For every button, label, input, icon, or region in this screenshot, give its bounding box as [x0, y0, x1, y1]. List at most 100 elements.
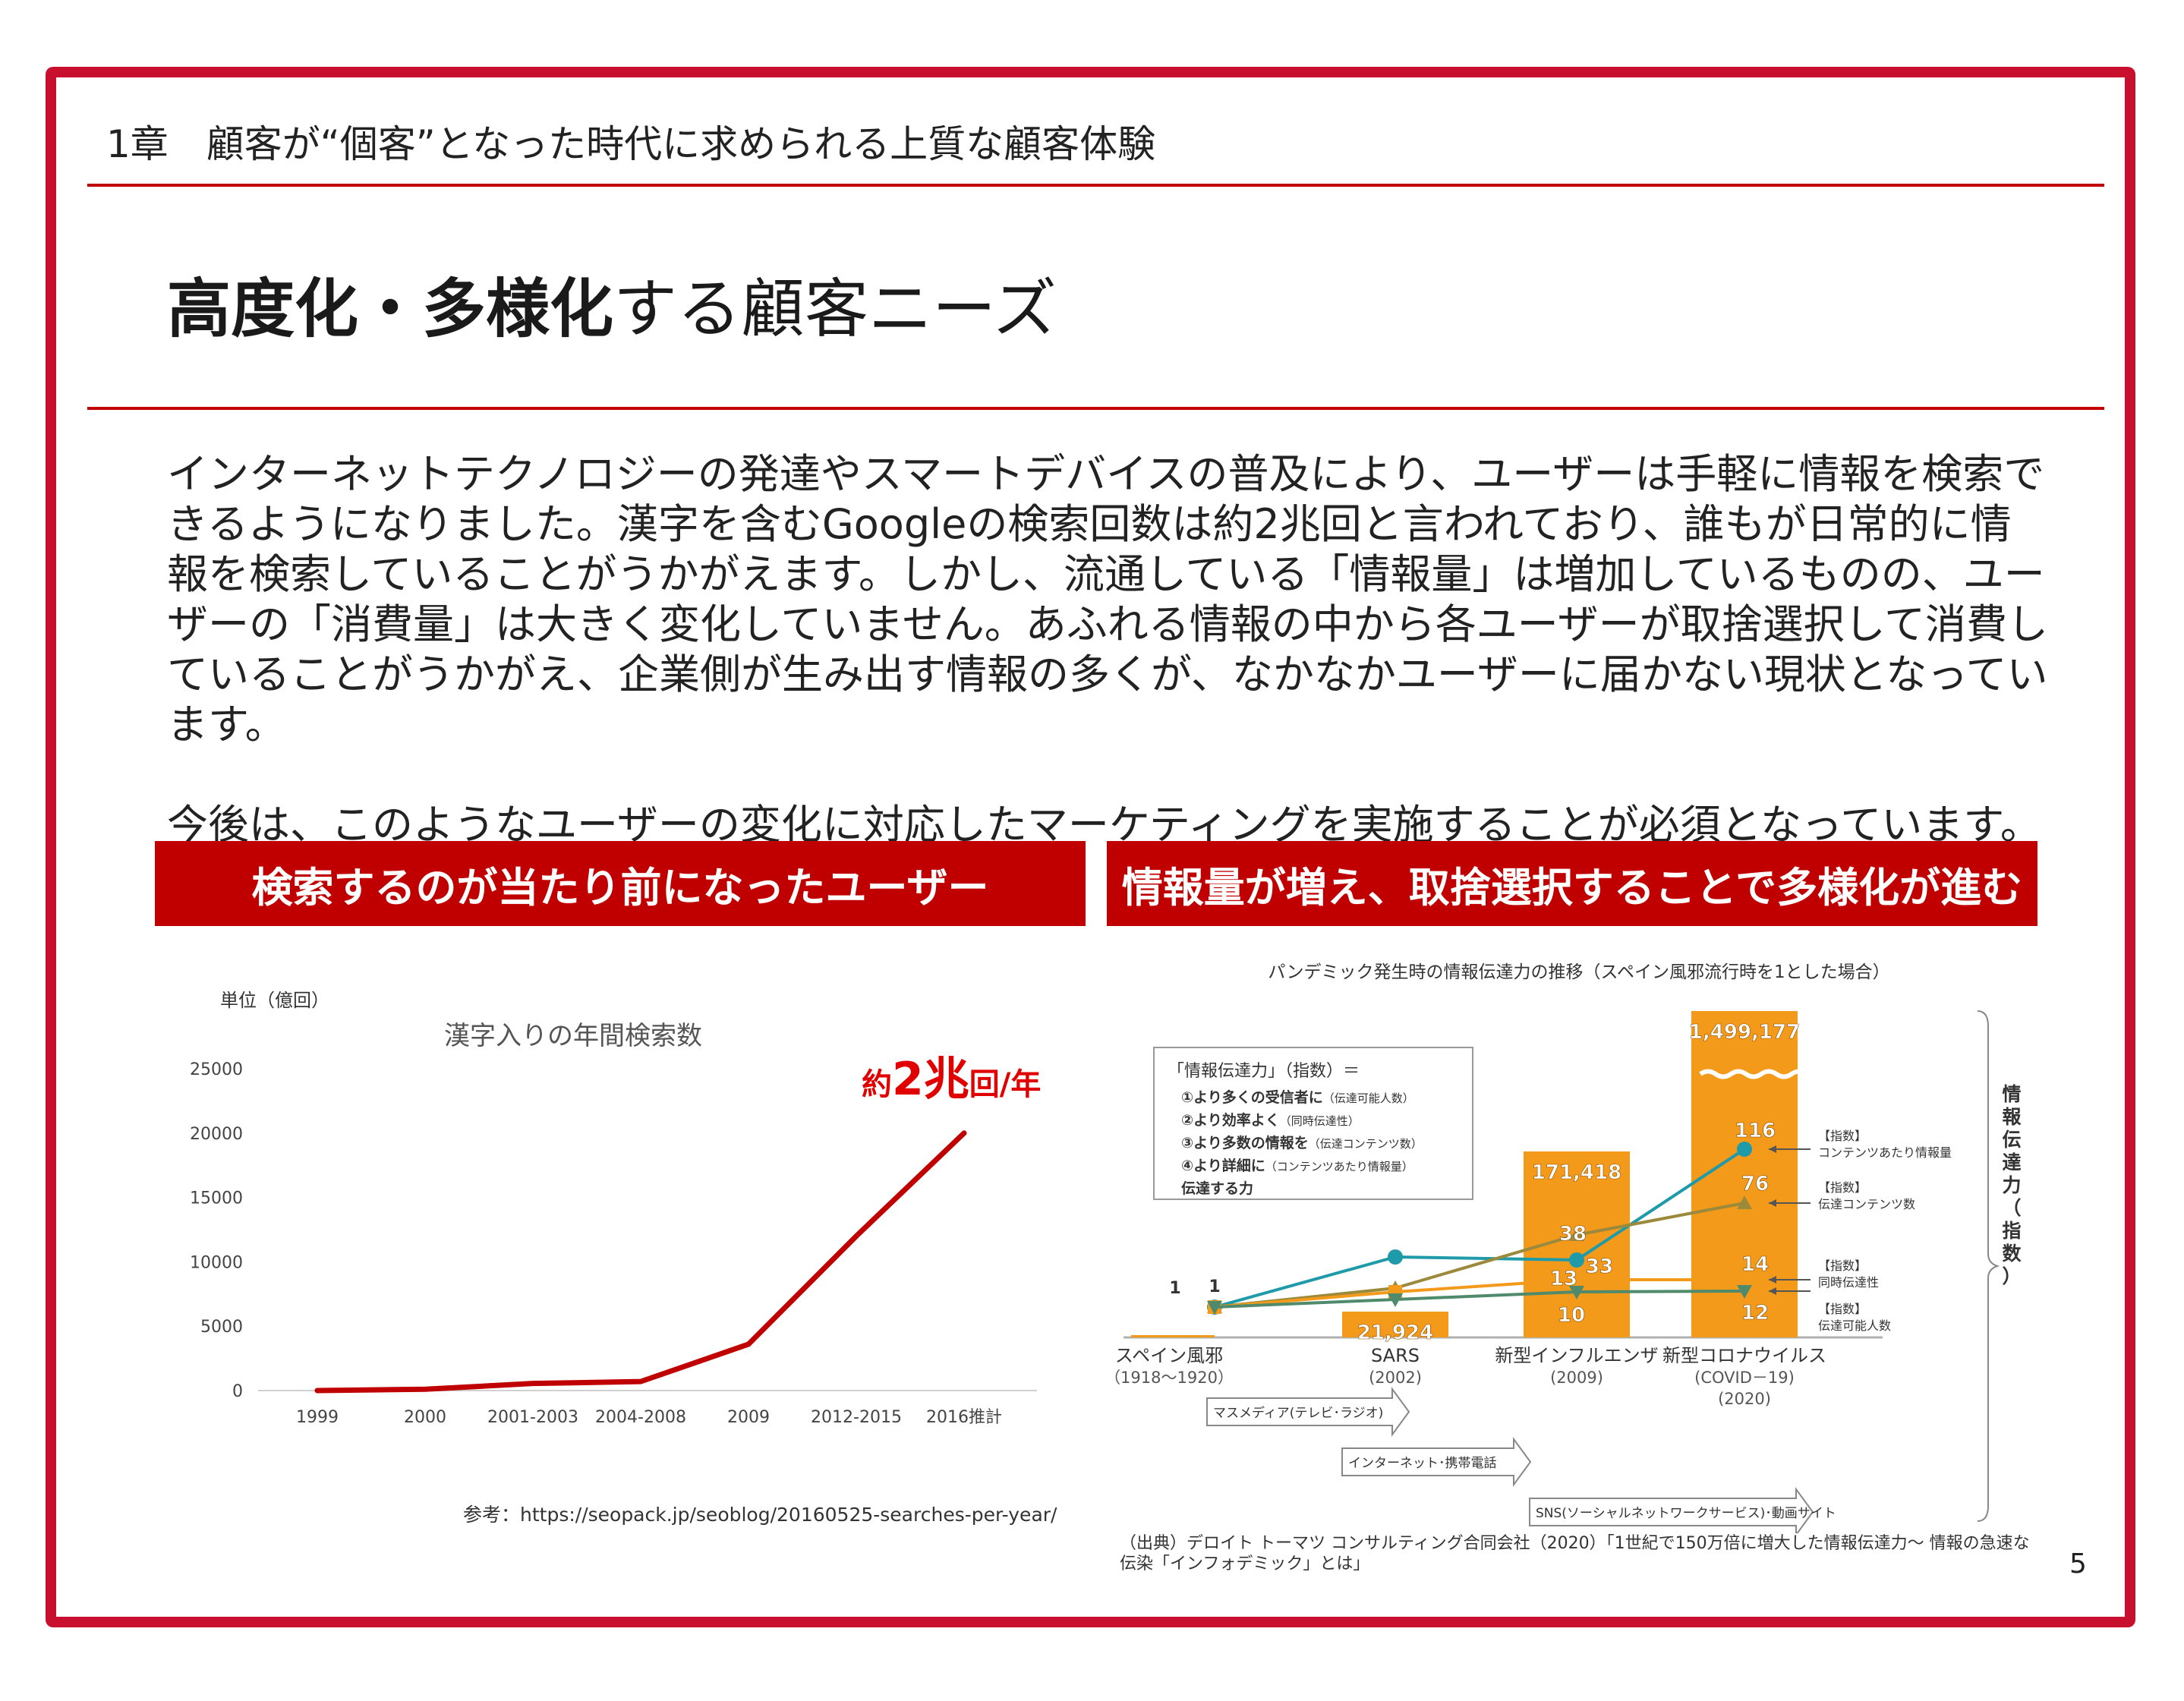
title-rest: する顧客ニーズ: [613, 272, 1057, 346]
category-period: (2002): [1369, 1369, 1422, 1387]
series-value-label: 14: [1741, 1253, 1769, 1276]
series-label-tag: 【指数】: [1818, 1180, 1867, 1195]
vertical-axis-char: 伝: [2002, 1129, 2021, 1151]
bar-value-label: 1,499,177: [1689, 1021, 1800, 1044]
definition-line: ①より多くの受信者に（伝達可能人数）: [1181, 1088, 1414, 1106]
banner-right: 情報量が増え、取捨選択することで多様化が進む: [1107, 841, 2037, 926]
definition-line: ③より多数の情報を（伝達コンテンツ数）: [1181, 1134, 1423, 1151]
vertical-axis-char: （: [2002, 1197, 2021, 1219]
header-divider: [87, 184, 2104, 187]
slide-frame: [46, 67, 2135, 1627]
x-tick-label: 2000: [404, 1408, 446, 1427]
title-bold: 高度化・多様化: [167, 272, 614, 346]
vertical-axis-char: ）: [2002, 1265, 2021, 1287]
info-power-chart: パンデミック発生時の情報伝達力の推移（スペイン風邪流行時を1とした場合） 121…: [1108, 962, 2022, 1533]
definition-title: 「情報伝達力」（指数）＝: [1168, 1062, 1360, 1081]
vertical-axis-char: 報: [2002, 1106, 2022, 1128]
era-arrow: [1206, 1386, 1410, 1438]
category-label: 新型インフルエンザ: [1495, 1345, 1658, 1366]
pointer-arrowhead: [1769, 1276, 1776, 1284]
series-label-name: 伝達コンテンツ数: [1818, 1197, 1915, 1211]
series-label-name: 伝達可能人数: [1818, 1318, 1891, 1333]
vertical-axis-char: 力: [2002, 1174, 2021, 1196]
era-arrow: [1341, 1436, 1532, 1488]
category-period: (COVID－19): [1694, 1369, 1795, 1387]
category-period: (2020): [1718, 1390, 1771, 1408]
series-line: [1214, 1148, 1746, 1309]
series-label-tag: 【指数】: [1818, 1129, 1867, 1143]
series-line: [1214, 1202, 1745, 1309]
x-tick-label: 2009: [727, 1408, 770, 1427]
series-label-tag: 【指数】: [1818, 1302, 1867, 1316]
category-period: (2009): [1550, 1369, 1603, 1387]
series-value-label: 33: [1586, 1255, 1613, 1278]
era-arrow: [1529, 1486, 1814, 1533]
category-label: SARS: [1371, 1345, 1420, 1366]
era-arrow-label: マスメディア(テレビ･ラジオ): [1213, 1405, 1383, 1421]
series-point: [1737, 1142, 1752, 1157]
chapter-heading: 1章 顧客が“個客”となった時代に求められる上質な顧客体験: [106, 122, 1156, 166]
series-line: [1214, 1290, 1745, 1309]
series-point: [1570, 1273, 1584, 1287]
series-value-label: 10: [1558, 1304, 1585, 1327]
title-divider: [87, 407, 2104, 410]
series-point: [1388, 1293, 1403, 1307]
chart-title: パンデミック発生時の情報伝達力の推移（スペイン風邪流行時を1とした場合）: [1268, 962, 1889, 982]
series-label-tag: 【指数】: [1818, 1258, 1867, 1273]
bar: [1342, 1312, 1448, 1337]
unit-label: 単位（億回）: [220, 990, 329, 1011]
pointer-arrowhead: [1769, 1199, 1776, 1207]
definition-line: ④より詳細に（コンテンツあたり情報量）: [1181, 1157, 1413, 1174]
series-label-name: コンテンツあたり情報量: [1818, 1145, 1952, 1160]
search-volume-chart: 単位（億回） 漢字入りの年間検索数 2500020000150001000050…: [190, 990, 1041, 1427]
source-note: （出典）デロイト トーマツ コンサルティング合同会社（2020）「1世紀で150…: [1120, 1534, 2030, 1573]
series-label-name: 同時伝達性: [1818, 1275, 1879, 1290]
category-period: （1918～1920）: [1108, 1369, 1234, 1387]
x-tick-label: 2012-2015: [811, 1408, 902, 1427]
category-label: 新型コロナウイルス: [1662, 1345, 1826, 1366]
pointer-arrowhead: [1769, 1287, 1776, 1295]
vertical-axis-char: 数: [2002, 1243, 2022, 1265]
x-tick-label: 2001-2003: [487, 1408, 578, 1427]
series-point: [1737, 1285, 1752, 1299]
y-tick-label: 25000: [190, 1060, 243, 1079]
series-value-label: 76: [1741, 1173, 1769, 1195]
series-point: [1388, 1249, 1403, 1265]
bar-value-label: 21,924: [1357, 1321, 1433, 1344]
x-tick-label: 2016推計: [926, 1408, 1002, 1427]
y-tick-label: 10000: [190, 1253, 243, 1272]
page-number: 5: [2069, 1548, 2087, 1580]
paragraph-2: 今後は、このようなユーザーの変化に対応したマーケティングを実施することが必須とな…: [167, 801, 2041, 849]
pointer-arrowhead: [1769, 1145, 1776, 1153]
series-line: [314, 1130, 967, 1394]
y-tick-label: 20000: [190, 1125, 243, 1144]
body-text: インターネットテクノロジーの発達やスマートデバイスの普及により、ユーザーは手軽に…: [167, 449, 2050, 850]
right-brace: [1977, 1010, 2000, 1522]
series-value-label: 12: [1741, 1302, 1769, 1325]
series-point: [1738, 1273, 1751, 1287]
origin-label: 1: [1209, 1277, 1220, 1296]
era-arrow-label: インターネット･携帯電話: [1348, 1456, 1497, 1471]
callout-2-trillion: 約2兆回/年: [862, 1053, 1041, 1106]
series-point: [1569, 1252, 1584, 1268]
page-title: 高度化・多様化する顧客ニーズ: [167, 258, 1057, 350]
axis-break: [1699, 1069, 1808, 1079]
definition-line: ②より効率よく（同時伝達性）: [1181, 1111, 1360, 1129]
banner-left: 検索するのが当たり前になったユーザー: [155, 841, 1086, 926]
definition-line: 伝達する力: [1181, 1180, 1253, 1197]
y-tick-label: 15000: [190, 1189, 243, 1208]
y-tick-label: 0: [232, 1382, 243, 1401]
paragraph-1: インターネットテクノロジーの発達やスマートデバイスの普及により、ユーザーは手軽に…: [167, 450, 2049, 748]
y-tick-label: 5000: [200, 1318, 243, 1337]
era-arrow-label: SNS(ソーシャルネットワークサービス)･動画サイト: [1536, 1506, 1836, 1521]
vertical-axis-char: 情: [2002, 1083, 2021, 1105]
x-tick-label: 1999: [296, 1408, 339, 1427]
series-point: [1207, 1301, 1222, 1315]
chart-title: 漢字入りの年間検索数: [444, 1021, 702, 1051]
series-value-label: 38: [1559, 1223, 1587, 1246]
definition-box: [1153, 1047, 1473, 1200]
vertical-axis-char: 指: [2002, 1220, 2021, 1242]
series-point: [1569, 1286, 1584, 1299]
bar-value-label: 171,418: [1532, 1161, 1621, 1184]
series-point: [1569, 1227, 1584, 1241]
